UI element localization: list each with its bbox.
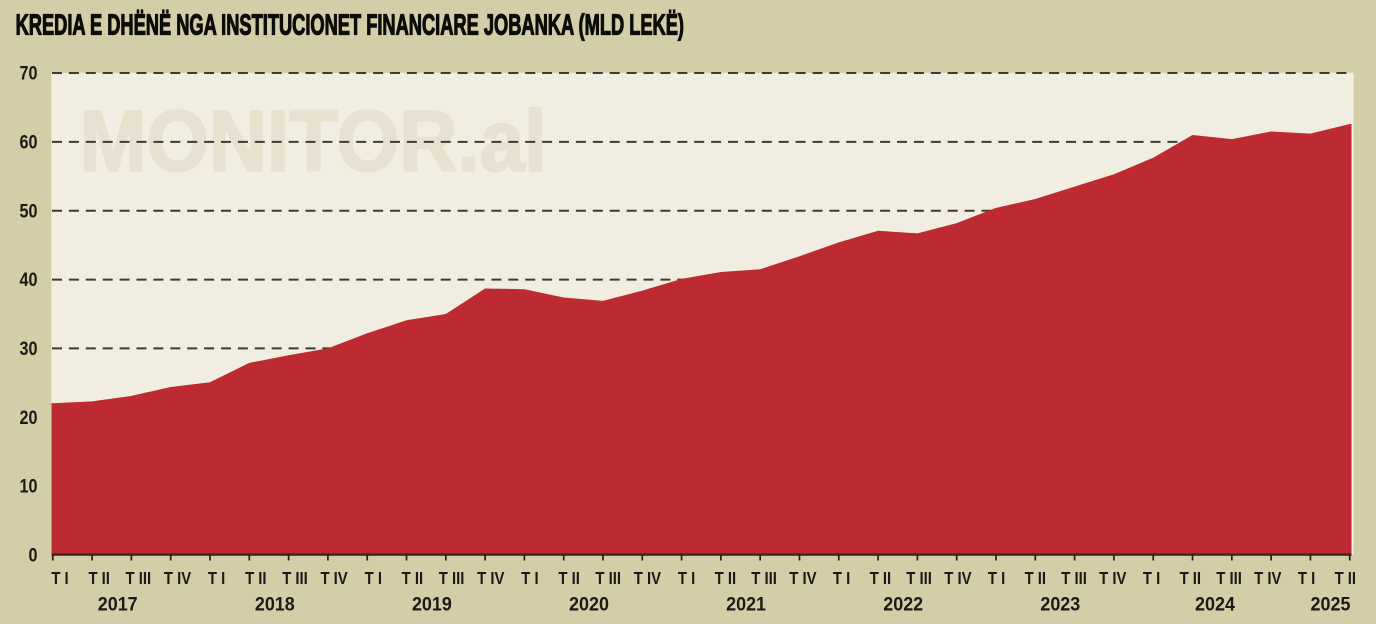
svg-text:T I: T I bbox=[51, 569, 68, 588]
svg-text:10: 10 bbox=[20, 475, 38, 497]
svg-text:T III: T III bbox=[1061, 569, 1087, 588]
svg-text:T II: T II bbox=[245, 569, 266, 588]
svg-text:T II: T II bbox=[715, 569, 736, 588]
svg-text:T II: T II bbox=[558, 569, 579, 588]
svg-text:T I: T I bbox=[365, 569, 382, 588]
svg-text:T III: T III bbox=[1216, 569, 1242, 588]
svg-text:T II: T II bbox=[402, 569, 423, 588]
svg-text:T I: T I bbox=[521, 569, 538, 588]
svg-text:T III: T III bbox=[906, 569, 932, 588]
svg-text:40: 40 bbox=[20, 269, 38, 291]
svg-text:T I: T I bbox=[678, 569, 695, 588]
svg-text:2021: 2021 bbox=[726, 593, 766, 615]
svg-text:2022: 2022 bbox=[883, 593, 923, 615]
svg-text:T I: T I bbox=[208, 569, 225, 588]
svg-text:2025: 2025 bbox=[1311, 593, 1351, 615]
svg-text:T I: T I bbox=[988, 569, 1005, 588]
svg-text:T IV: T IV bbox=[634, 569, 661, 588]
svg-text:2024: 2024 bbox=[1195, 593, 1235, 615]
svg-text:T IV: T IV bbox=[320, 569, 347, 588]
svg-text:50: 50 bbox=[20, 200, 38, 222]
svg-text:2017: 2017 bbox=[98, 593, 138, 615]
svg-text:T II: T II bbox=[1025, 569, 1046, 588]
svg-text:T I: T I bbox=[1143, 569, 1160, 588]
svg-text:2020: 2020 bbox=[569, 593, 609, 615]
svg-text:T IV: T IV bbox=[1254, 569, 1281, 588]
svg-text:70: 70 bbox=[20, 62, 38, 84]
svg-text:T III: T III bbox=[282, 569, 308, 588]
svg-text:T IV: T IV bbox=[789, 569, 816, 588]
svg-text:T IV: T IV bbox=[477, 569, 504, 588]
svg-text:60: 60 bbox=[20, 131, 38, 153]
svg-text:2023: 2023 bbox=[1040, 593, 1080, 615]
svg-text:2019: 2019 bbox=[412, 593, 452, 615]
svg-text:T II: T II bbox=[870, 569, 891, 588]
svg-text:T IV: T IV bbox=[944, 569, 971, 588]
svg-text:20: 20 bbox=[20, 407, 38, 429]
svg-text:T II: T II bbox=[88, 569, 109, 588]
svg-text:30: 30 bbox=[20, 338, 38, 360]
svg-text:T II: T II bbox=[1335, 569, 1356, 588]
svg-text:T IV: T IV bbox=[1099, 569, 1126, 588]
svg-text:T III: T III bbox=[595, 569, 621, 588]
svg-text:T I: T I bbox=[1298, 569, 1315, 588]
svg-text:T IV: T IV bbox=[164, 569, 191, 588]
svg-text:T I: T I bbox=[833, 569, 850, 588]
svg-text:KREDIA E DHËNË NGA INSTITUCION: KREDIA E DHËNË NGA INSTITUCIONET FINANCI… bbox=[16, 10, 684, 42]
svg-text:T II: T II bbox=[1180, 569, 1201, 588]
svg-text:0: 0 bbox=[29, 544, 38, 566]
svg-text:T III: T III bbox=[439, 569, 465, 588]
svg-text:T III: T III bbox=[751, 569, 777, 588]
svg-text:2018: 2018 bbox=[255, 593, 295, 615]
svg-text:T III: T III bbox=[125, 569, 151, 588]
